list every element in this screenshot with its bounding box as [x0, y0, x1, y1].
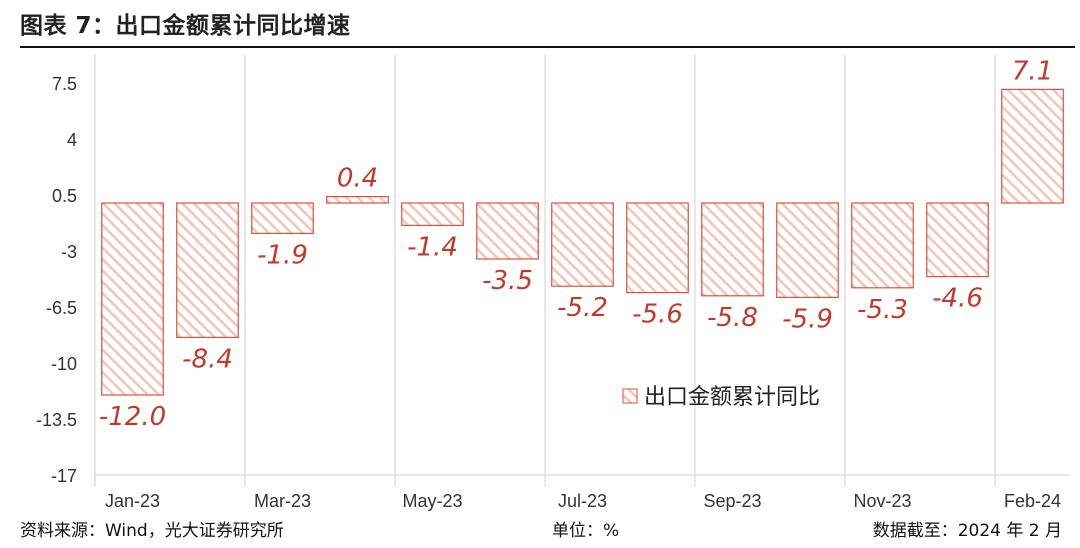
bar — [551, 202, 614, 287]
y-tick-label: -3 — [61, 242, 77, 262]
legend-label: 出口金额累计同比 — [644, 385, 820, 410]
data-labels: -12.0 -8.4 -1.9 0.4 -1.4 -3.5 -5.2 -5.6 -5.8 -5.9… — [99, 56, 1053, 432]
x-tick-label: Feb-24 — [1004, 491, 1061, 511]
data-label: -8.4 — [182, 344, 233, 374]
x-tick-label: Jul-23 — [558, 491, 607, 511]
footer-source: 资料来源：Wind，光大证券研究所 — [20, 521, 284, 541]
x-tick-label: Jan-23 — [105, 491, 160, 511]
y-tick-label: -6.5 — [46, 298, 77, 318]
data-label: -1.4 — [407, 232, 458, 262]
legend-swatch — [622, 388, 638, 404]
bar — [326, 196, 389, 204]
legend: 出口金额累计同比 — [622, 385, 820, 410]
title-bar: 图表 7：出口金额累计同比增速 — [20, 8, 1075, 48]
data-label: -5.6 — [632, 300, 683, 330]
data-label: -4.6 — [932, 284, 983, 314]
x-tick-label: Sep-23 — [703, 491, 761, 511]
bars — [101, 88, 1064, 396]
chart-title: 图表 7：出口金额累计同比增速 — [20, 13, 351, 39]
x-tick-label: Nov-23 — [853, 491, 911, 511]
bar — [851, 202, 914, 289]
bar — [176, 202, 239, 338]
data-label: -5.3 — [857, 295, 908, 325]
bar — [401, 202, 464, 226]
y-tick-label: -10 — [51, 354, 77, 374]
y-tick-label: -17 — [51, 466, 77, 486]
data-label: -3.5 — [482, 266, 533, 296]
data-label: -5.9 — [782, 304, 833, 334]
data-label: 7.1 — [1012, 56, 1053, 86]
x-tick-label: May-23 — [402, 491, 462, 511]
data-label: -12.0 — [99, 402, 166, 432]
data-label: 0.4 — [337, 164, 378, 194]
bar — [626, 202, 689, 294]
bar — [701, 202, 764, 297]
y-tick-label: 4 — [67, 130, 77, 150]
bar — [926, 202, 989, 278]
data-label: -5.2 — [557, 293, 608, 323]
bar — [476, 202, 539, 260]
bar — [251, 202, 314, 234]
data-label: -5.8 — [707, 303, 758, 333]
y-tick-label: -13.5 — [36, 410, 77, 430]
bar — [776, 202, 839, 299]
y-tick-label: 0.5 — [52, 186, 77, 206]
footer-unit: 单位：% — [552, 521, 620, 541]
axes: 7.5 4 0.5 -3 -6.5 -10 -13.5 -17 Jan-23 Mar-23 May-… — [36, 55, 1070, 511]
y-tick-label: 7.5 — [52, 74, 77, 94]
footer-date: 数据截至：2024 年 2 月 — [872, 521, 1062, 541]
x-tick-label: Mar-23 — [254, 491, 311, 511]
data-label: -1.9 — [257, 240, 308, 270]
bar — [1001, 88, 1064, 204]
bar — [101, 202, 164, 396]
